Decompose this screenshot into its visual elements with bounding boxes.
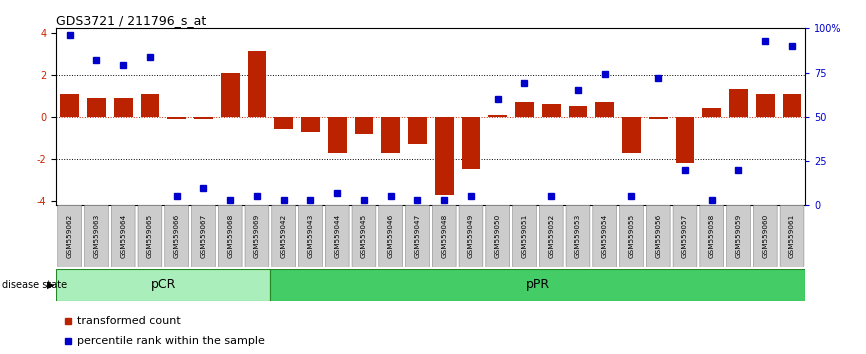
FancyBboxPatch shape	[58, 205, 81, 267]
Bar	[462, 117, 481, 170]
Text: GSM559061: GSM559061	[789, 214, 795, 258]
Text: GSM559069: GSM559069	[254, 214, 260, 258]
Text: GSM559048: GSM559048	[441, 214, 447, 258]
Text: GSM559051: GSM559051	[521, 214, 527, 258]
FancyBboxPatch shape	[245, 205, 268, 267]
FancyBboxPatch shape	[378, 205, 403, 267]
Bar	[221, 73, 240, 117]
Bar	[194, 117, 213, 119]
FancyBboxPatch shape	[165, 205, 189, 267]
Bar	[301, 117, 320, 132]
FancyBboxPatch shape	[85, 205, 108, 267]
Text: GSM559063: GSM559063	[94, 214, 100, 258]
Text: GSM559050: GSM559050	[494, 214, 501, 258]
Bar	[783, 94, 801, 117]
Text: GSM559054: GSM559054	[602, 214, 608, 258]
Text: GSM559068: GSM559068	[227, 214, 233, 258]
FancyBboxPatch shape	[486, 205, 509, 267]
Bar	[354, 117, 373, 134]
Bar	[675, 117, 695, 163]
FancyBboxPatch shape	[432, 205, 456, 267]
Text: GSM559062: GSM559062	[67, 214, 73, 258]
FancyBboxPatch shape	[459, 205, 483, 267]
Text: GDS3721 / 211796_s_at: GDS3721 / 211796_s_at	[56, 14, 206, 27]
Bar	[515, 102, 533, 117]
Text: GSM559046: GSM559046	[388, 214, 394, 258]
FancyBboxPatch shape	[218, 205, 242, 267]
FancyBboxPatch shape	[646, 205, 670, 267]
Text: ▶: ▶	[47, 280, 55, 290]
Bar	[435, 117, 454, 195]
Bar	[488, 115, 507, 117]
FancyBboxPatch shape	[272, 205, 295, 267]
Text: GSM559057: GSM559057	[682, 214, 688, 258]
FancyBboxPatch shape	[566, 205, 590, 267]
FancyBboxPatch shape	[753, 205, 777, 267]
Text: GSM559065: GSM559065	[147, 214, 153, 258]
FancyBboxPatch shape	[540, 205, 563, 267]
Text: GSM559059: GSM559059	[735, 214, 741, 258]
Text: GSM559056: GSM559056	[656, 214, 662, 258]
FancyBboxPatch shape	[405, 205, 430, 267]
Text: GSM559067: GSM559067	[200, 214, 206, 258]
Bar	[113, 98, 132, 117]
Text: disease state: disease state	[2, 280, 67, 290]
Bar	[408, 117, 427, 144]
Text: GSM559044: GSM559044	[334, 214, 340, 258]
FancyBboxPatch shape	[111, 205, 135, 267]
Bar	[569, 106, 587, 117]
Text: pCR: pCR	[151, 279, 176, 291]
FancyBboxPatch shape	[619, 205, 643, 267]
Text: GSM559064: GSM559064	[120, 214, 126, 258]
Text: GSM559066: GSM559066	[174, 214, 179, 258]
FancyBboxPatch shape	[727, 205, 751, 267]
Bar	[270, 269, 805, 301]
Bar	[140, 94, 159, 117]
Text: GSM559049: GSM559049	[468, 214, 474, 258]
Text: GSM559055: GSM559055	[629, 214, 635, 258]
FancyBboxPatch shape	[513, 205, 536, 267]
Bar	[56, 269, 270, 301]
Text: GSM559043: GSM559043	[307, 214, 313, 258]
Text: pPR: pPR	[526, 279, 550, 291]
Bar	[542, 104, 560, 117]
Bar	[729, 90, 748, 117]
Text: transformed count: transformed count	[77, 316, 181, 326]
Bar	[622, 117, 641, 153]
Bar	[248, 51, 267, 117]
Bar	[381, 117, 400, 153]
FancyBboxPatch shape	[299, 205, 322, 267]
Text: GSM559058: GSM559058	[708, 214, 714, 258]
Bar	[756, 94, 774, 117]
Text: GSM559060: GSM559060	[762, 214, 768, 258]
Bar	[649, 117, 668, 119]
Text: percentile rank within the sample: percentile rank within the sample	[77, 336, 265, 346]
FancyBboxPatch shape	[352, 205, 376, 267]
FancyBboxPatch shape	[191, 205, 216, 267]
Text: GSM559042: GSM559042	[281, 214, 287, 258]
Bar	[61, 94, 79, 117]
Text: GSM559053: GSM559053	[575, 214, 581, 258]
Text: GSM559052: GSM559052	[548, 214, 554, 258]
FancyBboxPatch shape	[673, 205, 697, 267]
Text: GSM559045: GSM559045	[361, 214, 367, 258]
FancyBboxPatch shape	[138, 205, 162, 267]
FancyBboxPatch shape	[780, 205, 804, 267]
Bar	[167, 117, 186, 119]
Bar	[595, 102, 614, 117]
FancyBboxPatch shape	[700, 205, 724, 267]
Text: GSM559047: GSM559047	[415, 214, 421, 258]
Bar	[87, 98, 106, 117]
Bar	[328, 117, 346, 153]
FancyBboxPatch shape	[326, 205, 349, 267]
FancyBboxPatch shape	[593, 205, 617, 267]
Bar	[275, 117, 293, 130]
Bar	[702, 108, 721, 117]
